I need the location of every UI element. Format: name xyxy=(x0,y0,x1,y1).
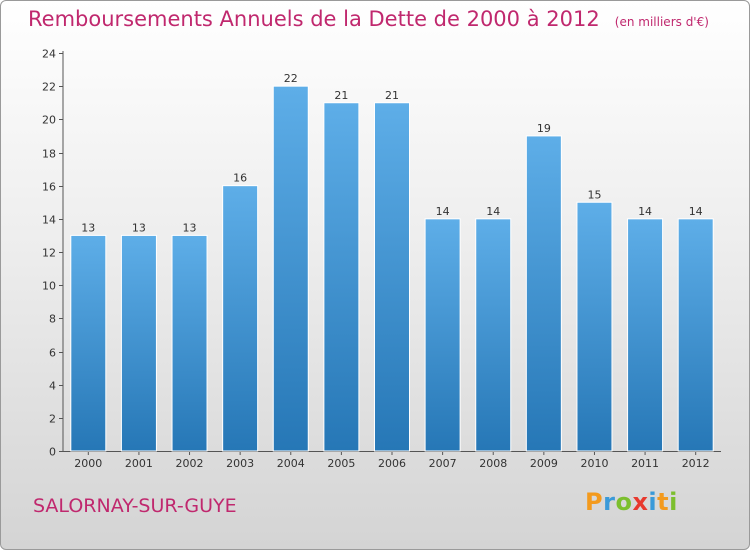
x-tick-label: 2007 xyxy=(429,457,457,470)
x-tick-label: 2009 xyxy=(530,457,558,470)
logo-letter: o xyxy=(615,488,633,516)
bar-value-label: 19 xyxy=(537,122,551,135)
bar xyxy=(120,234,157,452)
bar xyxy=(525,135,562,452)
x-tick-label: 2010 xyxy=(580,457,608,470)
bar xyxy=(323,102,360,452)
y-tick-label: 12 xyxy=(42,247,56,260)
y-tick-label: 2 xyxy=(49,413,56,426)
bar-value-label: 13 xyxy=(183,221,197,234)
bar-value-label: 16 xyxy=(233,172,247,185)
y-tick-label: 14 xyxy=(42,214,56,227)
x-tick-label: 2005 xyxy=(327,457,355,470)
bar xyxy=(171,234,208,452)
x-tick-label: 2001 xyxy=(125,457,153,470)
y-tick-label: 8 xyxy=(49,313,56,326)
bar xyxy=(272,85,309,452)
x-tick-label: 2000 xyxy=(74,457,102,470)
y-tick-label: 0 xyxy=(49,446,56,459)
bar-value-label: 14 xyxy=(689,205,703,218)
y-tick-label: 6 xyxy=(49,347,56,360)
y-tick-label: 18 xyxy=(42,148,56,161)
bar-value-label: 15 xyxy=(587,188,601,201)
y-tick-label: 20 xyxy=(42,114,56,127)
x-tick-label: 2006 xyxy=(378,457,406,470)
bar-value-label: 14 xyxy=(486,205,500,218)
x-tick-label: 2008 xyxy=(479,457,507,470)
y-tick-label: 10 xyxy=(42,280,56,293)
bar xyxy=(627,218,664,452)
logo-letter: r xyxy=(603,488,616,516)
bar xyxy=(475,218,512,452)
logo-letter: t xyxy=(657,488,670,516)
logo-letter: i xyxy=(648,488,658,516)
logo-letter: P xyxy=(585,488,604,516)
x-tick-label: 2012 xyxy=(682,457,710,470)
x-tick-label: 2003 xyxy=(226,457,254,470)
x-tick-label: 2004 xyxy=(277,457,305,470)
bar-value-label: 13 xyxy=(132,221,146,234)
bar xyxy=(222,185,259,452)
bar xyxy=(70,234,107,452)
logo-letter: x xyxy=(632,488,649,516)
city-name: SALORNAY-SUR-GUYE xyxy=(33,495,237,517)
bar-value-label: 22 xyxy=(284,72,298,85)
bar-value-label: 14 xyxy=(436,205,450,218)
y-tick-label: 16 xyxy=(42,181,56,194)
bar xyxy=(677,218,714,452)
bar xyxy=(374,102,410,452)
chart-title-main: Remboursements Annuels de la Dette de 20… xyxy=(28,7,600,31)
x-tick-label: 2002 xyxy=(176,457,204,470)
y-tick-label: 4 xyxy=(49,380,56,393)
bar-value-label: 21 xyxy=(385,89,399,102)
bar-value-label: 13 xyxy=(81,221,95,234)
bar-value-label: 21 xyxy=(334,89,348,102)
x-tick-label: 2011 xyxy=(631,457,659,470)
chart-title: Remboursements Annuels de la Dette de 20… xyxy=(28,7,709,31)
y-tick-label: 24 xyxy=(42,48,56,61)
bar xyxy=(424,218,461,452)
y-tick-label: 22 xyxy=(42,81,56,94)
bar xyxy=(576,201,613,452)
logo-letter: i xyxy=(669,488,678,516)
chart-unit-note: (en milliers d'€) xyxy=(614,15,709,29)
proxiti-logo: Proxiti xyxy=(585,488,678,516)
bar-value-label: 14 xyxy=(638,205,652,218)
